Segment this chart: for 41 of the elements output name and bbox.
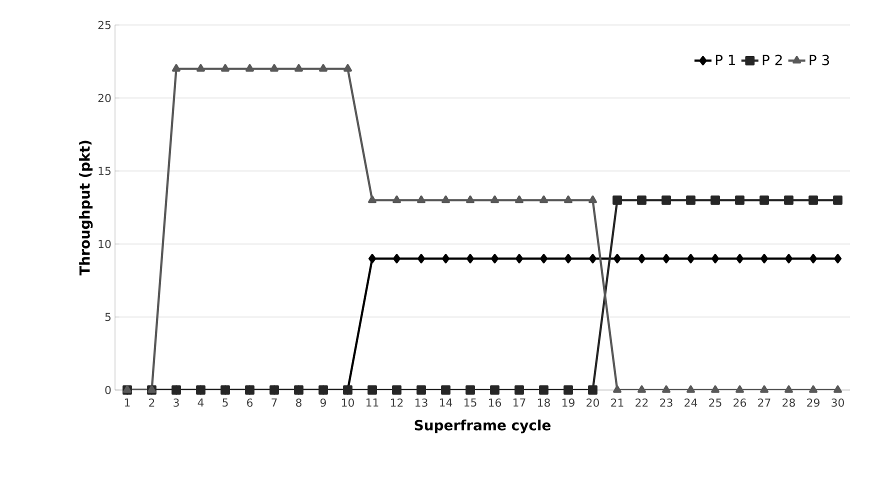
x-tick-label: 24 <box>684 398 698 407</box>
x-tick-label: 12 <box>390 398 403 407</box>
y-tick-label: 0 <box>105 386 111 394</box>
x-tick-label: 3 <box>174 398 179 407</box>
x-tick-label: 25 <box>709 398 722 407</box>
y-tick-label: 20 <box>98 94 111 102</box>
x-tick-label: 30 <box>832 398 844 407</box>
x-tick-label: 11 <box>366 398 378 407</box>
x-tick-label: 18 <box>538 398 550 407</box>
x-tick-label: 13 <box>415 398 428 407</box>
x-tick-label: 26 <box>734 398 746 407</box>
x-tick-label: 6 <box>247 398 253 407</box>
legend-label: P 3 <box>810 54 830 66</box>
x-tick-label: 27 <box>758 398 770 407</box>
x-tick-label: 28 <box>782 398 795 407</box>
x-tick-label: 8 <box>296 398 302 407</box>
x-tick-label: 16 <box>488 398 502 407</box>
x-tick-label: 14 <box>440 398 452 407</box>
y-tick-label: 10 <box>98 240 111 248</box>
y-tick-label: 15 <box>98 166 111 176</box>
x-tick-label: 20 <box>586 398 599 407</box>
x-tick-label: 5 <box>222 398 228 407</box>
x-tick-label: 2 <box>149 398 154 407</box>
legend-label: P 1 <box>716 54 736 65</box>
x-tick-label: 29 <box>807 398 820 407</box>
x-tick-label: 7 <box>272 398 277 407</box>
y-tick-label: 5 <box>105 312 111 322</box>
x-axis-title: Superframe cycle <box>414 420 551 434</box>
x-tick-label: 9 <box>320 398 326 407</box>
x-tick-label: 23 <box>660 398 672 407</box>
x-tick-label: 4 <box>198 398 204 407</box>
x-tick-label: 19 <box>562 398 574 407</box>
y-tick-label: 25 <box>98 20 111 30</box>
y-axis-title: Throughput (pkt) <box>79 140 93 276</box>
x-tick-label: 21 <box>611 398 624 407</box>
x-tick-label: 17 <box>513 398 526 407</box>
legend-label: P 2 <box>762 54 782 66</box>
x-tick-label: 10 <box>342 398 354 407</box>
x-tick-label: 15 <box>464 398 476 407</box>
x-tick-label: 1 <box>124 398 130 407</box>
x-tick-label: 22 <box>636 398 648 407</box>
